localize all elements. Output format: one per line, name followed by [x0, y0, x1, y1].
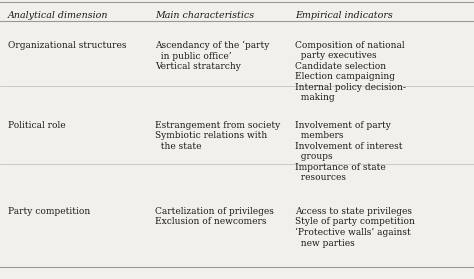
Text: Cartelization of privileges
Exclusion of newcomers: Cartelization of privileges Exclusion of… — [155, 207, 274, 226]
Text: Involvement of party
  members
Involvement of interest
  groups
Importance of st: Involvement of party members Involvement… — [295, 121, 402, 182]
Text: Empirical indicators: Empirical indicators — [295, 11, 393, 20]
Text: Party competition: Party competition — [8, 207, 90, 216]
Text: Political role: Political role — [8, 121, 65, 130]
Text: Composition of national
  party executives
Candidate selection
Election campaign: Composition of national party executives… — [295, 41, 406, 102]
Text: Main characteristics: Main characteristics — [155, 11, 254, 20]
Text: Access to state privileges
Style of party competition
‘Protective walls’ against: Access to state privileges Style of part… — [295, 207, 415, 247]
Text: Organizational structures: Organizational structures — [8, 41, 127, 50]
Text: Analytical dimension: Analytical dimension — [8, 11, 109, 20]
Text: Estrangement from society
Symbiotic relations with
  the state: Estrangement from society Symbiotic rela… — [155, 121, 280, 151]
Text: Ascendancy of the ‘party
  in public office’
Vertical stratarchy: Ascendancy of the ‘party in public offic… — [155, 41, 269, 71]
